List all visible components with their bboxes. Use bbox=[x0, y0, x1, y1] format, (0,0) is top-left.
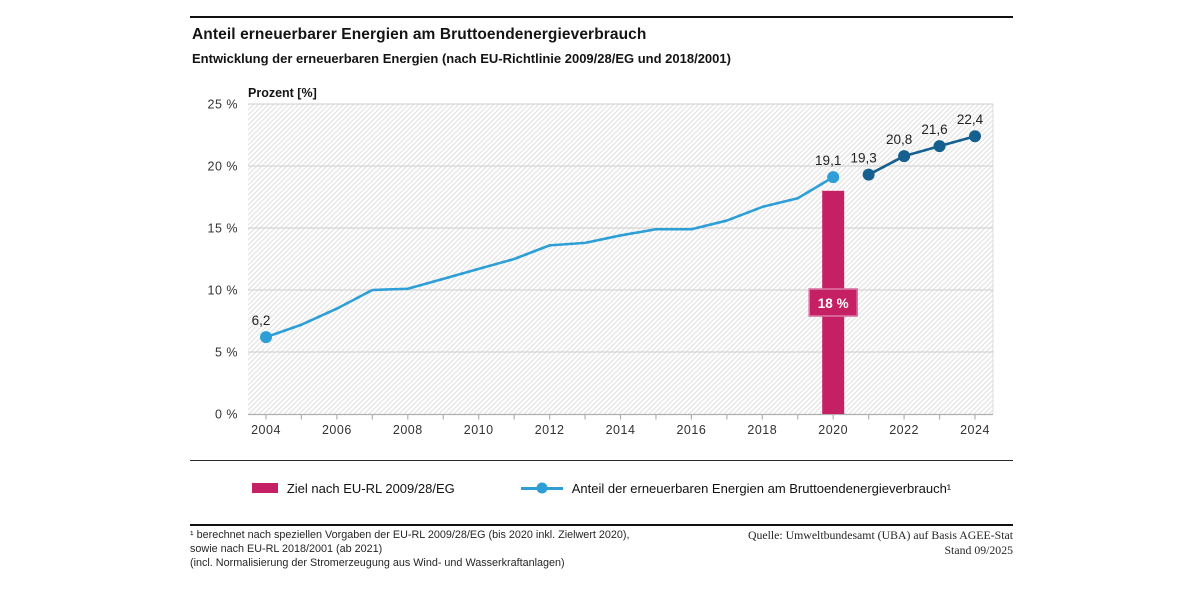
x-tick-label: 2006 bbox=[322, 423, 352, 437]
target-bar-label: 18 % bbox=[818, 296, 849, 311]
data-point bbox=[933, 140, 946, 153]
report-content: Anteil erneuerbarer Energien am Bruttoen… bbox=[190, 0, 1013, 602]
point-label: 20,8 bbox=[886, 132, 912, 147]
target-swatch-icon bbox=[251, 483, 278, 493]
top-rule bbox=[190, 16, 1013, 18]
data-point bbox=[260, 331, 272, 344]
y-tick-label: 20 % bbox=[208, 160, 239, 174]
line-dot-marker-icon bbox=[520, 482, 563, 494]
point-label: 22,4 bbox=[957, 112, 984, 127]
series-line-post2020 bbox=[867, 134, 977, 176]
point-label: 21,6 bbox=[921, 122, 947, 137]
data-point bbox=[827, 171, 840, 184]
point-label: 6,2 bbox=[252, 313, 271, 328]
plot-background bbox=[248, 104, 993, 414]
x-tick-label: 2008 bbox=[393, 423, 423, 437]
x-tick-label: 2018 bbox=[747, 423, 777, 437]
y-tick-label: 0 % bbox=[215, 408, 238, 422]
data-point bbox=[862, 168, 875, 181]
footnote-line-3: (incl. Normalisierung der Stromerzeugung… bbox=[190, 557, 565, 569]
data-point bbox=[898, 150, 911, 163]
chart-title: Anteil erneuerbarer Energien am Bruttoen… bbox=[192, 26, 647, 43]
footnotes: ¹ berechnet nach speziellen Vorgaben der… bbox=[190, 528, 630, 570]
legend: Ziel nach EU-RL 2009/28/EG Anteil der er… bbox=[190, 474, 1013, 502]
series-line-pre2020 bbox=[264, 175, 835, 339]
footer: ¹ berechnet nach speziellen Vorgaben der… bbox=[190, 528, 1013, 570]
point-label: 19,1 bbox=[815, 153, 841, 168]
y-axis-title: Prozent [%] bbox=[248, 88, 317, 100]
footer-separator-rule bbox=[190, 524, 1013, 526]
x-tick-label: 2016 bbox=[676, 423, 706, 437]
x-tick-label: 2004 bbox=[251, 423, 281, 437]
y-tick-label: 5 % bbox=[215, 346, 238, 360]
x-tick-label: 2024 bbox=[960, 423, 990, 437]
source-line-2: Stand 09/2025 bbox=[944, 543, 1014, 557]
data-point bbox=[969, 130, 981, 143]
marker-dot bbox=[536, 482, 548, 494]
x-tick-label: 2010 bbox=[464, 423, 494, 437]
target-bar-label-box bbox=[808, 288, 859, 317]
x-tick-label: 2022 bbox=[889, 423, 919, 437]
source-line-1: Quelle: Umweltbundesamt (UBA) auf Basis … bbox=[747, 528, 1013, 542]
footnote-line-1: ¹ berechnet nach speziellen Vorgaben der… bbox=[190, 529, 630, 541]
chart-area: Prozent [%] 0 % 5 % 10 % 15 % 20 % 25 % 2004 200… bbox=[190, 86, 1013, 440]
chart-plot: Prozent [%] 0 % 5 % 10 % 15 % 20 % 25 % 2004 200… bbox=[208, 86, 994, 437]
y-tick-label: 15 % bbox=[208, 222, 239, 236]
legend-target-label: Ziel nach EU-RL 2009/28/EG bbox=[286, 480, 455, 496]
source-attribution: Quelle: Umweltbundesamt (UBA) auf Basis … bbox=[748, 528, 1013, 570]
x-tick-label: 2014 bbox=[606, 423, 636, 437]
legend-separator-rule bbox=[190, 460, 1013, 461]
y-tick-label: 10 % bbox=[208, 284, 239, 298]
footnote-line-2: sowie nach EU-RL 2018/2001 (ab 2021) bbox=[190, 543, 383, 555]
x-tick-label: 2020 bbox=[818, 423, 848, 437]
legend-item-share: Anteil der erneuerbaren Energien am Brut… bbox=[520, 480, 952, 496]
legend-item-target: Ziel nach EU-RL 2009/28/EG bbox=[251, 480, 455, 496]
x-tick-label: 2012 bbox=[535, 423, 565, 437]
legend-share-label: Anteil der erneuerbaren Energien am Brut… bbox=[571, 480, 952, 496]
point-label: 19,3 bbox=[851, 151, 877, 166]
y-tick-label: 25 % bbox=[208, 98, 239, 112]
chart-subtitle: Entwicklung der erneuerbaren Energien (n… bbox=[192, 51, 731, 66]
